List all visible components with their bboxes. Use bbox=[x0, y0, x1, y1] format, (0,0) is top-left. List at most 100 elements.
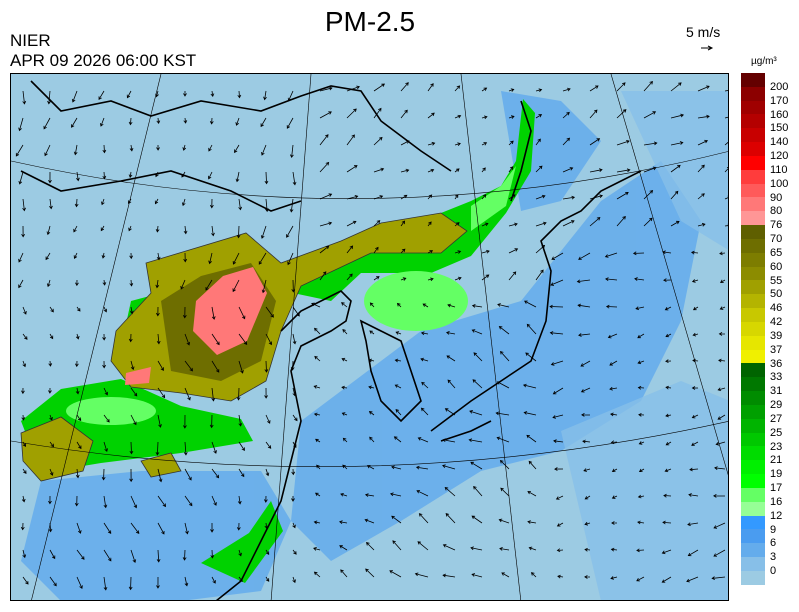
wind-arrow bbox=[156, 144, 160, 151]
wind-arrow bbox=[662, 250, 672, 255]
wind-arrow bbox=[643, 111, 657, 119]
wind-arrow bbox=[711, 576, 726, 581]
colorbar-segment bbox=[741, 100, 765, 115]
wind-arrow bbox=[157, 522, 165, 535]
wind-arrow bbox=[373, 107, 382, 119]
wind-arrow bbox=[400, 109, 408, 119]
wind-arrow bbox=[48, 387, 52, 394]
wind-arrow bbox=[495, 411, 510, 416]
wind-arrow bbox=[392, 540, 402, 551]
wind-arrow bbox=[442, 544, 456, 551]
wind-arrow bbox=[373, 83, 386, 92]
wind-arrow bbox=[263, 90, 267, 101]
chart-title: PM-2.5 bbox=[324, 6, 416, 37]
wind-arrow bbox=[427, 168, 435, 173]
wind-arrow bbox=[582, 439, 591, 444]
wind-arrow bbox=[236, 225, 241, 239]
wind-arrow bbox=[550, 279, 564, 286]
wind-arrow bbox=[496, 436, 510, 443]
wind-arrow bbox=[498, 326, 510, 335]
wind-arrow bbox=[373, 136, 383, 146]
wind-arrow bbox=[45, 252, 51, 261]
wind-arrow bbox=[182, 549, 187, 561]
wind-arrow bbox=[346, 134, 355, 146]
wind-arrow bbox=[643, 190, 654, 200]
wind-arrow bbox=[98, 90, 105, 101]
wind-arrow bbox=[470, 546, 483, 551]
wind-arrow bbox=[562, 137, 571, 146]
wind-arrow bbox=[319, 221, 333, 227]
wind-arrow bbox=[183, 90, 187, 97]
wind-arrow bbox=[130, 549, 137, 563]
wind-arrow bbox=[346, 108, 357, 119]
wind-arrow bbox=[338, 520, 348, 525]
wind-arrow bbox=[184, 387, 191, 401]
wind-arrow bbox=[523, 411, 537, 416]
wind-arrow bbox=[237, 90, 242, 99]
wind-arrow bbox=[637, 333, 645, 339]
pm-pink bbox=[125, 267, 267, 385]
wind-arrow bbox=[562, 111, 570, 119]
colorbar-tick-label: 6 bbox=[770, 537, 777, 550]
wind-arrow bbox=[101, 252, 106, 259]
wind-arrow bbox=[18, 117, 24, 132]
wind-arrow bbox=[665, 413, 672, 418]
wind-arrow bbox=[636, 548, 645, 553]
wind-arrow bbox=[637, 385, 645, 390]
wind-arrow bbox=[286, 117, 294, 129]
wind-arrow bbox=[15, 144, 24, 157]
wind-arrow bbox=[665, 385, 672, 390]
wind-arrow bbox=[643, 80, 653, 92]
wind-arrow bbox=[562, 167, 574, 173]
wind-arrow bbox=[527, 490, 537, 497]
wind-arrow bbox=[211, 468, 220, 479]
wind-arrow bbox=[637, 360, 645, 365]
wind-arrow bbox=[235, 171, 240, 183]
wind-arrow bbox=[184, 522, 189, 535]
wind-arrow bbox=[73, 252, 78, 259]
wind-arrow bbox=[156, 576, 160, 589]
wind-arrow bbox=[444, 486, 456, 497]
wind-arrow bbox=[21, 495, 26, 503]
wind-arrow bbox=[265, 414, 271, 424]
wind-arrow bbox=[481, 87, 488, 92]
wind-arrow bbox=[454, 222, 460, 227]
wind-arrow bbox=[181, 198, 186, 207]
wind-arrow bbox=[724, 195, 728, 200]
colorbar-tick-label: 110 bbox=[770, 163, 788, 176]
wind-arrow bbox=[210, 522, 214, 533]
wind-arrow bbox=[157, 360, 164, 371]
wind-arrow bbox=[232, 279, 240, 293]
unit-label: µg/m³ bbox=[751, 56, 777, 67]
wind-arrow bbox=[454, 276, 462, 281]
wind-arrow bbox=[264, 387, 268, 399]
wind-arrow bbox=[373, 220, 381, 227]
wind-arrow bbox=[289, 144, 294, 159]
wind-arrow bbox=[76, 414, 82, 422]
colorbar-segment bbox=[741, 321, 765, 336]
colorbar-segment bbox=[741, 266, 765, 281]
wind-vectors bbox=[15, 80, 728, 591]
wind-arrow bbox=[319, 245, 330, 254]
colorbar-tick-label: 120 bbox=[770, 150, 789, 163]
colorbar-tick-label: 42 bbox=[770, 316, 783, 329]
wind-arrow bbox=[715, 441, 726, 446]
wind-arrow bbox=[688, 493, 699, 497]
wind-arrow bbox=[346, 220, 357, 227]
wind-arrow bbox=[342, 464, 348, 470]
wind-arrow bbox=[724, 223, 728, 227]
colorbar-segment bbox=[741, 335, 765, 350]
wind-arrow bbox=[102, 144, 107, 154]
wind-arrow bbox=[526, 323, 537, 335]
wind-arrow bbox=[292, 306, 300, 317]
wind-arrow bbox=[719, 306, 726, 310]
wind-arrow bbox=[528, 546, 537, 551]
wind-arrow bbox=[417, 541, 429, 551]
wind-arrow bbox=[103, 414, 110, 423]
wind-arrow bbox=[208, 144, 213, 152]
wind-arrow bbox=[454, 250, 462, 254]
wind-arrow bbox=[130, 495, 138, 509]
wind-arrow bbox=[103, 441, 108, 453]
wind-arrow bbox=[155, 279, 160, 289]
wind-arrow bbox=[584, 575, 591, 579]
